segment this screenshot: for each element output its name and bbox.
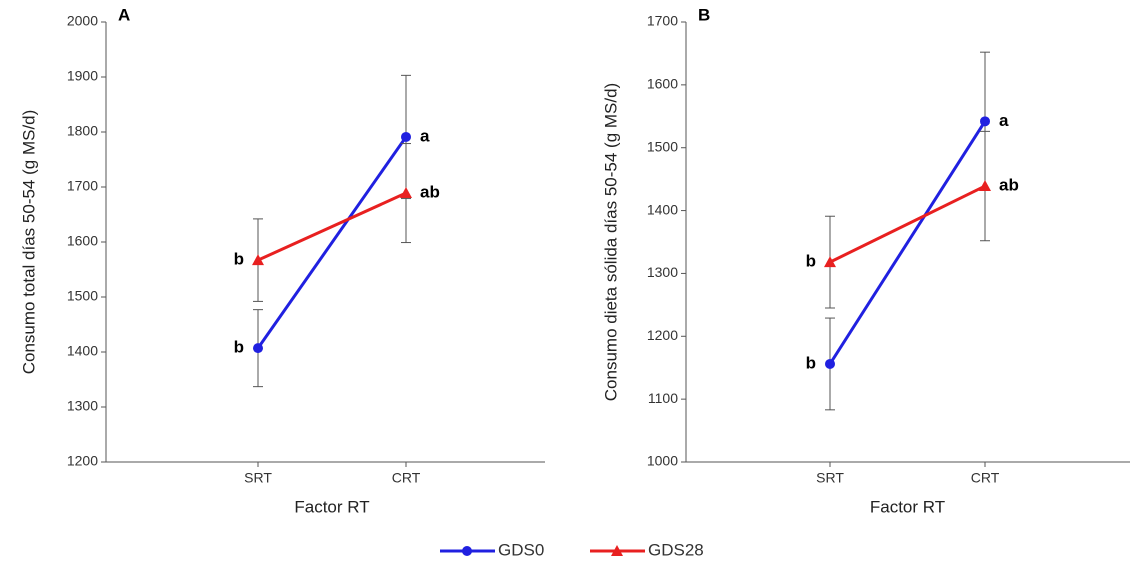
marker: [400, 187, 412, 199]
y-tick-label: 2000: [67, 13, 98, 29]
y-tick-label: 1000: [647, 453, 678, 469]
y-tick-label: 1700: [67, 178, 98, 194]
series-line: [829, 184, 986, 264]
legend-marker: [611, 545, 623, 556]
y-axis-label: Consumo total días 50-54 (g MS/d): [19, 110, 38, 375]
x-tick-label: SRT: [244, 470, 272, 486]
point-label: a: [999, 111, 1009, 130]
marker: [825, 358, 835, 369]
x-axis-label: Factor RT: [294, 497, 369, 516]
panel-label: B: [698, 5, 710, 24]
y-tick-label: 1300: [67, 398, 98, 414]
marker: [824, 256, 836, 268]
y-tick-label: 1400: [647, 201, 678, 217]
legend: GDS0 GDS28: [440, 540, 704, 559]
point-label: b: [234, 250, 244, 269]
legend-label: GDS28: [648, 540, 704, 559]
chart-panel: A Consumo total días 50-54 (g MS/d) Factor…: [19, 5, 545, 516]
y-tick-label: 1800: [67, 123, 98, 139]
panel-label: A: [118, 5, 130, 24]
legend-marker: [462, 546, 472, 556]
marker: [980, 116, 990, 127]
y-tick-label: 1900: [67, 68, 98, 84]
x-axis-label: Factor RT: [870, 497, 945, 516]
series-line: [256, 136, 408, 350]
point-label: b: [234, 338, 244, 357]
y-tick-label: 1300: [647, 264, 678, 280]
series-line: [257, 191, 407, 262]
x-tick-label: CRT: [971, 470, 1000, 486]
marker: [252, 254, 264, 266]
x-tick-label: SRT: [816, 470, 844, 486]
x-tick-label: CRT: [392, 470, 421, 486]
series-line: [828, 120, 987, 365]
marker: [401, 131, 411, 142]
marker: [979, 180, 991, 192]
legend-label: GDS0: [498, 540, 544, 559]
y-tick-label: 1200: [647, 327, 678, 343]
chart-panel: B Consumo dieta sólida días 50-54 (g MS/d…: [601, 5, 1130, 516]
y-tick-label: 1700: [647, 13, 678, 29]
point-label: b: [806, 353, 816, 372]
y-tick-label: 1500: [67, 288, 98, 304]
y-axis-label: Consumo dieta sólida días 50-54 (g MS/d): [601, 83, 620, 401]
point-label: a: [420, 126, 430, 145]
marker: [253, 343, 263, 354]
y-tick-label: 1100: [648, 390, 678, 406]
y-tick-label: 1500: [647, 138, 678, 154]
y-tick-label: 1600: [647, 76, 678, 92]
y-tick-label: 1200: [67, 453, 98, 469]
point-label: b: [806, 252, 816, 271]
point-label: ab: [999, 176, 1019, 195]
point-label: ab: [420, 183, 440, 202]
y-tick-label: 1600: [67, 233, 98, 249]
y-tick-label: 1400: [67, 343, 98, 359]
